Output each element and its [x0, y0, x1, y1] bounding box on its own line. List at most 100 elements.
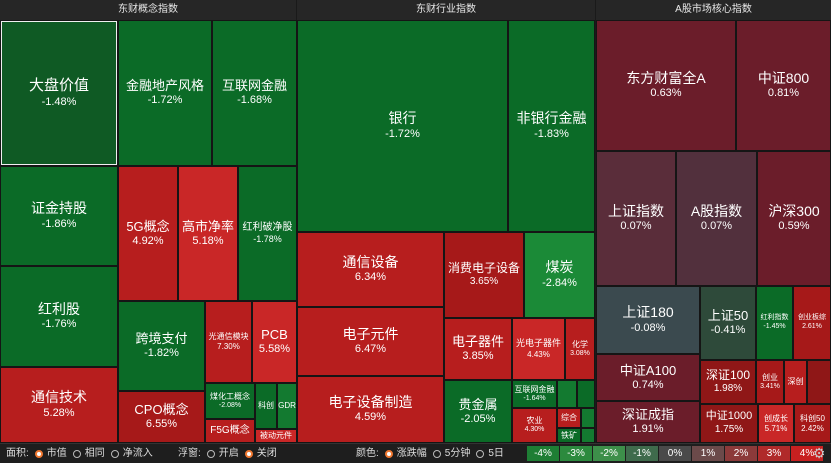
tile[interactable]	[577, 380, 595, 408]
tile[interactable]: 5G概念 4.92%	[118, 166, 178, 301]
tile[interactable]: 中证800 0.81%	[736, 20, 831, 151]
float-option-label[interactable]: 开启	[218, 448, 239, 459]
tile-name: 科创50	[800, 413, 825, 423]
tile[interactable]: 煤化工概念 -2.08%	[205, 383, 255, 419]
tile[interactable]: 创业 3.41%	[756, 360, 784, 404]
tile-pct: 4.59%	[354, 411, 387, 424]
tile-name: 金融地产风格	[125, 78, 204, 93]
tile[interactable]: 农业 4.30%	[512, 408, 557, 443]
tile-pct: 3.08%	[570, 349, 590, 357]
tile[interactable]: 贵金属 -2.05%	[444, 380, 512, 443]
tile[interactable]: 金融地产风格 -1.72%	[118, 20, 212, 166]
tile-name: 煤炭	[545, 259, 574, 276]
tile-name: F5G概念	[210, 424, 250, 436]
tile[interactable]: 上证指数 0.07%	[596, 151, 676, 286]
tile-name: 电子设备制造	[328, 393, 413, 410]
tile[interactable]: 科创	[255, 383, 277, 429]
tile-name: 中证1000	[705, 410, 753, 423]
tile[interactable]: 中证A100 0.74%	[596, 354, 700, 401]
tile[interactable]: 银行 -1.72%	[297, 20, 508, 232]
tile[interactable]: 深创	[784, 360, 807, 404]
tile[interactable]: 铁矿	[557, 428, 581, 443]
tile[interactable]: 互联网金融 -1.68%	[212, 20, 297, 166]
tile[interactable]: 红利股 -1.76%	[0, 266, 118, 367]
tile-name: 上证180	[622, 304, 674, 321]
tile[interactable]: 互联网金融 -1.64%	[512, 380, 557, 408]
tile[interactable]: 通信设备 6.34%	[297, 232, 444, 307]
area-option-label[interactable]: 相同	[84, 448, 105, 459]
tile[interactable]: 高市净率 5.18%	[178, 166, 238, 301]
tile[interactable]: 红利指数 -1.45%	[756, 286, 793, 360]
tile[interactable]: 创成长 5.71%	[758, 404, 794, 443]
tile[interactable]: 非银行金融 -1.83%	[508, 20, 595, 232]
tile[interactable]: GDR	[277, 383, 297, 429]
tile[interactable]	[581, 428, 595, 443]
tile-name: 光通信模块	[208, 332, 249, 341]
color-option-label[interactable]: 5日	[488, 448, 504, 459]
tile[interactable]: 煤炭 -2.84%	[524, 232, 595, 318]
tile-pct: 3.65%	[469, 276, 499, 288]
tile-pct: -1.76%	[41, 318, 77, 331]
tile[interactable]: 创业板综 2.61%	[793, 286, 831, 360]
legend-swatch: -2%	[593, 446, 625, 461]
tile[interactable]: 沪深300 0.59%	[757, 151, 831, 286]
area-option-label[interactable]: 市值	[46, 448, 67, 459]
tile-name: 通信设备	[342, 253, 399, 270]
tile[interactable]: 通信技术 5.28%	[0, 367, 118, 443]
radio-float-off[interactable]	[244, 449, 253, 458]
tile[interactable]: 东方财富全A 0.63%	[596, 20, 736, 151]
tile[interactable]: 光通信模块 7.30%	[205, 301, 252, 383]
tile-name: CPO概念	[134, 402, 189, 417]
tile[interactable]	[581, 408, 595, 428]
tile-pct: -1.72%	[147, 94, 183, 107]
tile[interactable]: 跨境支付 -1.82%	[118, 301, 205, 391]
radio-area-same[interactable]	[72, 449, 81, 458]
tile-pct: 5.28%	[43, 406, 75, 419]
section-header-industry: 东财行业指数	[297, 0, 595, 20]
tile[interactable]	[807, 360, 831, 404]
tile[interactable]: F5G概念	[205, 419, 255, 443]
tile[interactable]: 被动元件	[255, 429, 297, 443]
tile-pct: -2.05%	[460, 412, 496, 425]
tile[interactable]: 上证180 -0.08%	[596, 286, 700, 354]
tile-pct: 2.61%	[802, 323, 822, 330]
radio-area-market-cap[interactable]	[34, 449, 43, 458]
tile[interactable]: 红利破净股 -1.78%	[238, 166, 297, 301]
tile[interactable]: CPO概念 6.55%	[118, 391, 205, 443]
radio-color-5min[interactable]	[432, 449, 441, 458]
radio-color-change[interactable]	[384, 449, 393, 458]
tile[interactable]: 深证成指 1.91%	[596, 401, 700, 443]
tile[interactable]: 电子设备制造 4.59%	[297, 376, 444, 443]
tile[interactable]: 电子器件 3.85%	[444, 318, 512, 380]
area-option-label[interactable]: 净流入	[122, 448, 153, 459]
tile[interactable]: 综合	[557, 408, 581, 428]
radio-float-on[interactable]	[206, 449, 215, 458]
tile[interactable]: PCB 5.58%	[252, 301, 297, 383]
section-header-concept: 东财概念指数	[0, 0, 296, 20]
tile[interactable]: A股指数 0.07%	[676, 151, 757, 286]
tile[interactable]: 化学 3.08%	[565, 318, 595, 380]
tile-name: 大盘价值	[28, 76, 89, 94]
radio-color-5day[interactable]	[476, 449, 485, 458]
color-option-label[interactable]: 5分钟	[444, 448, 471, 459]
tile-name: 通信技术	[31, 389, 87, 406]
tile-pct: -2.84%	[542, 276, 577, 289]
tile[interactable]: 证金持股 -1.86%	[0, 166, 118, 266]
tile[interactable]: 上证50 -0.41%	[700, 286, 756, 360]
gear-icon[interactable]: ⚙	[812, 445, 826, 461]
radio-area-net-inflow[interactable]	[110, 449, 119, 458]
tile[interactable]: 科创50 2.42%	[794, 404, 831, 443]
tile-pct: -1.78%	[253, 234, 282, 245]
tile[interactable]: 深证100 1.98%	[700, 360, 756, 404]
tile[interactable]: 光电子器件 4.43%	[512, 318, 565, 380]
tile[interactable]: 大盘价值 -1.48%	[0, 20, 118, 166]
tile[interactable]	[557, 380, 577, 408]
tile[interactable]: 电子元件 6.47%	[297, 307, 444, 376]
control-bar: 面积: 市值 相同 净流入 浮窗: 开启 关闭 颜色: 涨跌幅 5分钟 5日 -…	[0, 443, 831, 463]
float-option-label[interactable]: 关闭	[256, 448, 277, 459]
legend-swatch: 4%	[791, 446, 823, 461]
color-option-label[interactable]: 涨跌幅	[396, 448, 427, 459]
tile[interactable]: 中证1000 1.75%	[700, 404, 758, 443]
tile[interactable]: 消费电子设备 3.65%	[444, 232, 524, 318]
tile-name: 科创	[258, 401, 274, 410]
